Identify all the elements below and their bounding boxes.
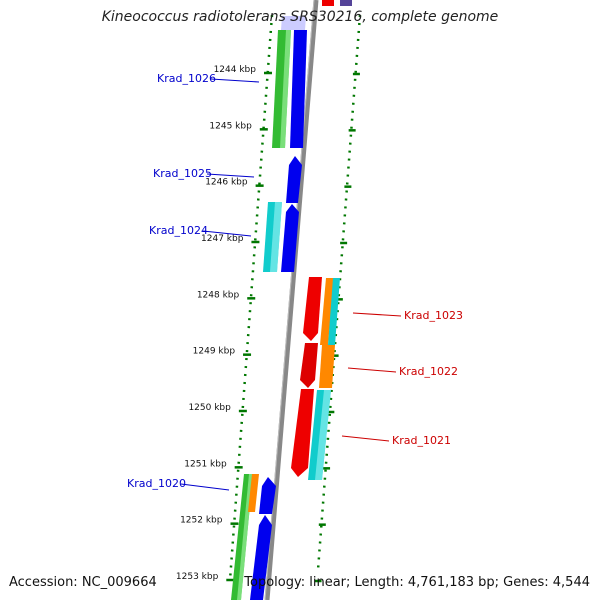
gene-label-krad-1024[interactable]: Krad_1024 xyxy=(149,224,208,237)
feature-top-lavender xyxy=(281,16,306,30)
gene-label-krad-1023[interactable]: Krad_1023 xyxy=(404,309,463,322)
scale-tick-label: 1249 kbp xyxy=(193,347,236,357)
scale-tick-label: 1250 kbp xyxy=(188,403,231,413)
scale-ticks: 1244 kbp 1245 kbp 1246 kbp 1247 kbp 1248 kbp… xyxy=(176,65,360,583)
scale-tick-label: 1248 kbp xyxy=(197,290,240,300)
gene-krad-1020-orange xyxy=(248,474,259,512)
krad-1020-leader xyxy=(180,483,230,491)
krad-1023-leader xyxy=(352,312,402,317)
gene-krad-1024-cyan-shade xyxy=(270,202,282,272)
scale-tick-label: 1247 kbp xyxy=(201,234,244,244)
gene-krad-1023-red xyxy=(303,277,322,341)
genome-axis xyxy=(264,0,319,601)
scale-tick-label: 1251 kbp xyxy=(184,459,227,469)
gene-label-krad-1021[interactable]: Krad_1021 xyxy=(392,434,451,447)
scale-tick-label: 1252 kbp xyxy=(180,516,223,526)
scale-tick-label: 1245 kbp xyxy=(209,121,252,131)
genome-summary: Topology: linear; Length: 4,761,183 bp; … xyxy=(244,575,590,590)
scale-tick-label: 1246 kbp xyxy=(205,178,248,188)
scale-tick-label: 1244 kbp xyxy=(214,65,257,75)
gene-krad-1023-orange xyxy=(320,278,334,345)
gene-krad-1020-blue-upper xyxy=(259,477,276,514)
krad-1021-leader xyxy=(341,435,390,442)
gene-krad-1020-blue-lower xyxy=(250,515,272,600)
accession-label: Accession: NC_009664 xyxy=(9,575,157,590)
feature-top-red xyxy=(322,0,334,6)
feature-top-purple xyxy=(340,0,352,6)
left-dotted-track xyxy=(228,14,274,581)
gene-label-krad-1026[interactable]: Krad_1026 xyxy=(157,72,216,85)
krad-1022-leader xyxy=(347,367,397,373)
genome-title: Kineococcus radiotolerans SRS30216, comp… xyxy=(101,9,499,25)
gene-krad-1021-red xyxy=(291,389,314,477)
gene-label-krad-1020[interactable]: Krad_1020 xyxy=(127,477,186,490)
gene-krad-1022-red xyxy=(300,343,318,388)
gene-label-krad-1025[interactable]: Krad_1025 xyxy=(153,167,212,180)
krad-1025-leader xyxy=(206,173,255,178)
krad-1026-leader xyxy=(210,78,260,83)
gene-krad-1026-green-shade xyxy=(280,30,291,148)
gene-krad-1024-blue xyxy=(281,204,299,272)
right-dotted-track xyxy=(316,14,362,571)
gene-krad-1021-cyan-shade xyxy=(315,390,331,480)
gene-krad-1026-blue xyxy=(290,30,307,148)
scale-tick-label: 1253 kbp xyxy=(176,572,219,582)
gene-krad-1025-blue xyxy=(286,156,302,203)
krad-1024-leader xyxy=(202,230,252,237)
gene-krad-1022-orange xyxy=(319,345,335,388)
gene-krad-1023-cyan xyxy=(328,278,340,345)
gene-label-krad-1022[interactable]: Krad_1022 xyxy=(399,365,458,378)
